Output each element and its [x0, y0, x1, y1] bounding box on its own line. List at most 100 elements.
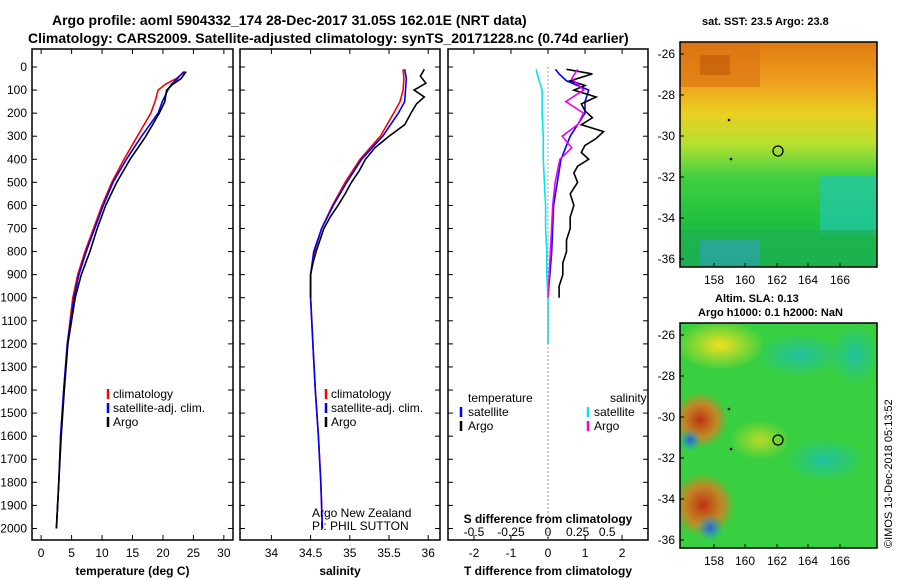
series-line-t-argo — [558, 68, 606, 298]
map-x-tick-label: 164 — [798, 554, 818, 568]
depth-tick-label: 1600 — [0, 429, 27, 443]
sla-map-title-line1: Altim. SLA: 0.13 — [715, 293, 799, 305]
x-tick-label: 30 — [217, 546, 231, 560]
x-tick-label: 5 — [68, 546, 75, 560]
sst-argo-location-marker — [772, 145, 784, 157]
legend-head-salinity: salinity — [610, 391, 647, 405]
depth-tick-label: 1300 — [0, 360, 27, 374]
sla-argo-location-marker — [772, 434, 784, 446]
x-axis-label-salinity: salinity — [319, 564, 361, 578]
sst-float-dot — [729, 157, 733, 161]
figure-title-line2: Climatology: CARS2009. Satellite-adjuste… — [28, 30, 629, 46]
map-x-tick-label: 162 — [767, 554, 787, 568]
x-tick-label: 25 — [187, 546, 201, 560]
float-annotation: Argo New Zealand — [312, 506, 411, 520]
map-y-tick-label: -28 — [658, 88, 676, 102]
x-tick-label: 0 — [38, 546, 45, 560]
legend-entry: climatology — [113, 387, 173, 401]
depth-tick-label: 700 — [7, 222, 27, 236]
x-tick-label: 15 — [126, 546, 140, 560]
credit-stamp: ©IMOS 13-Dec-2018 05:13:52 — [883, 399, 895, 548]
map-y-tick-label: -26 — [658, 328, 676, 342]
s-diff-tick-label: -0.5 — [464, 525, 485, 539]
depth-tick-label: 400 — [7, 152, 27, 166]
map-x-tick-label: 166 — [830, 554, 850, 568]
map-y-tick-label: -34 — [658, 492, 676, 506]
s-diff-tick-label: 0.25 — [566, 525, 590, 539]
map-y-tick-label: -32 — [658, 451, 676, 465]
map-x-tick-label: 164 — [798, 273, 818, 287]
depth-tick-label: 200 — [7, 106, 27, 120]
sst-cool-patch — [820, 175, 877, 235]
sst-southwest-patch — [700, 240, 760, 265]
sst-warm-core — [700, 55, 730, 75]
depth-tick-label: 1700 — [0, 452, 27, 466]
series-line-climatology — [55, 70, 186, 529]
panel-frame-0 — [31, 48, 234, 541]
depth-tick-label: 1400 — [0, 383, 27, 397]
map-y-tick-label: -34 — [658, 211, 676, 225]
legend-head-temperature: temperature — [468, 391, 533, 405]
series-line-s-satellite — [535, 69, 549, 344]
map-x-tick-label: 160 — [735, 273, 755, 287]
x-tick-label: 34 — [265, 546, 279, 560]
x-tick-label: 0 — [545, 546, 552, 560]
map-y-tick-label: -36 — [658, 252, 676, 266]
depth-tick-label: 1500 — [0, 406, 27, 420]
x-tick-label: 10 — [95, 546, 109, 560]
legend-entry: Argo — [468, 419, 494, 433]
sla-yellow-patch — [680, 323, 765, 370]
x-tick-label: 34.5 — [299, 546, 323, 560]
series-line-satellite-adj-clim- — [309, 69, 408, 529]
map-y-tick-label: -30 — [658, 410, 676, 424]
panel-frame-1 — [239, 48, 441, 541]
x-tick-label: -1 — [506, 546, 517, 560]
depth-tick-label: 300 — [7, 129, 27, 143]
x-tick-label: 35 — [343, 546, 357, 560]
sla-float-dot — [727, 407, 731, 411]
map-y-tick-label: -30 — [658, 129, 676, 143]
depth-tick-label: 1000 — [0, 291, 27, 305]
map-y-tick-label: -36 — [658, 533, 676, 547]
x-axis-label-difference: T difference from climatology — [464, 564, 632, 578]
legend-entry: Argo — [594, 419, 620, 433]
map-y-tick-label: -28 — [658, 369, 676, 383]
depth-tick-label: 500 — [7, 175, 27, 189]
sst-map — [679, 41, 878, 268]
legend-entry: satellite-adj. clim. — [331, 401, 423, 415]
figure-title-line1: Argo profile: aoml 5904332_174 28-Dec-20… — [52, 12, 527, 28]
series-line-climatology — [309, 69, 405, 529]
sla-map-frame — [679, 322, 878, 549]
legend-entry: Argo — [113, 415, 139, 429]
x-tick-label: 1 — [582, 546, 589, 560]
series-line-argo — [55, 71, 187, 529]
series-line-argo — [309, 68, 428, 298]
sla-blue-patch — [696, 514, 724, 542]
legend-entry: satellite-adj. clim. — [113, 401, 205, 415]
x-tick-label: -2 — [469, 546, 480, 560]
sla-map-title-line2: Argo h1000: 0.1 h2000: NaN — [698, 307, 843, 319]
x-tick-label: 20 — [156, 546, 170, 560]
depth-tick-label: 1100 — [1, 314, 27, 328]
map-x-tick-label: 160 — [735, 554, 755, 568]
map-x-tick-label: 158 — [704, 554, 724, 568]
x-axis-label-temperature: temperature (deg C) — [75, 564, 189, 578]
sla-low-patch — [830, 325, 877, 385]
map-y-tick-label: -26 — [658, 47, 676, 61]
map-x-tick-label: 162 — [767, 273, 787, 287]
sst-float-dot — [727, 118, 731, 122]
sla-low-patch — [785, 438, 865, 482]
depth-tick-label: 600 — [7, 198, 27, 212]
legend-entry: satellite — [468, 405, 509, 419]
sla-map — [679, 322, 878, 549]
sst-map-title: sat. SST: 23.5 Argo: 23.8 — [702, 16, 829, 28]
map-y-tick-label: -32 — [658, 170, 676, 184]
sla-yellow-patch — [730, 420, 790, 460]
depth-tick-label: 1900 — [0, 498, 27, 512]
legend-entry: Argo — [331, 415, 357, 429]
sst-map-frame — [679, 41, 878, 268]
x-tick-label: 36 — [422, 546, 436, 560]
legend-entry: climatology — [331, 387, 391, 401]
series-line-s-argo — [547, 68, 585, 298]
